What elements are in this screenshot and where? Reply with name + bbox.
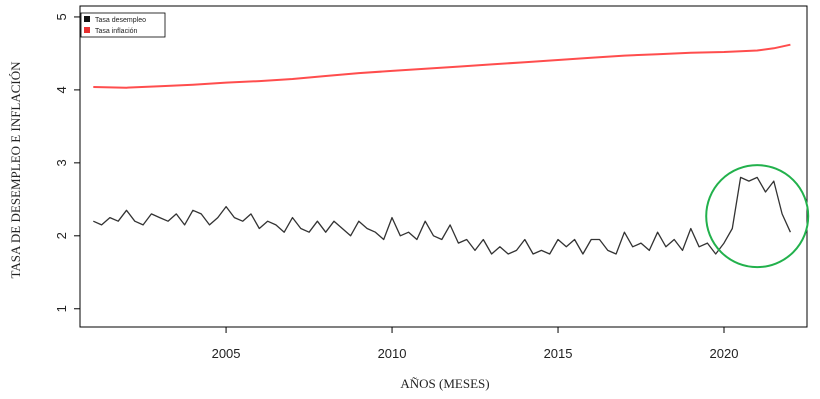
legend-swatch-inflacion bbox=[84, 27, 90, 33]
legend-label-inflacion: Tasa inflación bbox=[95, 28, 138, 35]
annotation-layer bbox=[705, 164, 810, 269]
y-axis: 1 2 3 4 5 bbox=[54, 13, 80, 312]
legend: Tasa desempleo Tasa inflación bbox=[80, 12, 166, 38]
y-tick-label: 5 bbox=[54, 13, 69, 20]
x-tick-label: 2020 bbox=[710, 346, 739, 361]
plot-area bbox=[79, 5, 808, 328]
series-line-desempleo bbox=[93, 176, 791, 255]
x-tick-label: 2010 bbox=[378, 346, 407, 361]
legend-swatch-desempleo bbox=[84, 16, 90, 22]
y-tick-label: 1 bbox=[54, 305, 69, 312]
x-axis: 2005 2010 2015 2020 bbox=[212, 327, 739, 361]
y-tick-label: 3 bbox=[54, 159, 69, 166]
y-tick-label: 4 bbox=[54, 86, 69, 93]
series-layer bbox=[93, 43, 791, 255]
y-axis-title: TASA DE DESEMPLEO E INFLACIÓN bbox=[8, 61, 23, 279]
x-axis-title: AÑOS (MESES) bbox=[400, 376, 489, 391]
series-line-inflacion bbox=[93, 43, 791, 89]
y-tick-label: 2 bbox=[54, 232, 69, 239]
legend-label-desempleo: Tasa desempleo bbox=[95, 17, 146, 24]
x-tick-label: 2015 bbox=[544, 346, 573, 361]
highlight-circle bbox=[705, 164, 810, 269]
x-tick-label: 2005 bbox=[212, 346, 241, 361]
legend-box bbox=[80, 12, 166, 38]
